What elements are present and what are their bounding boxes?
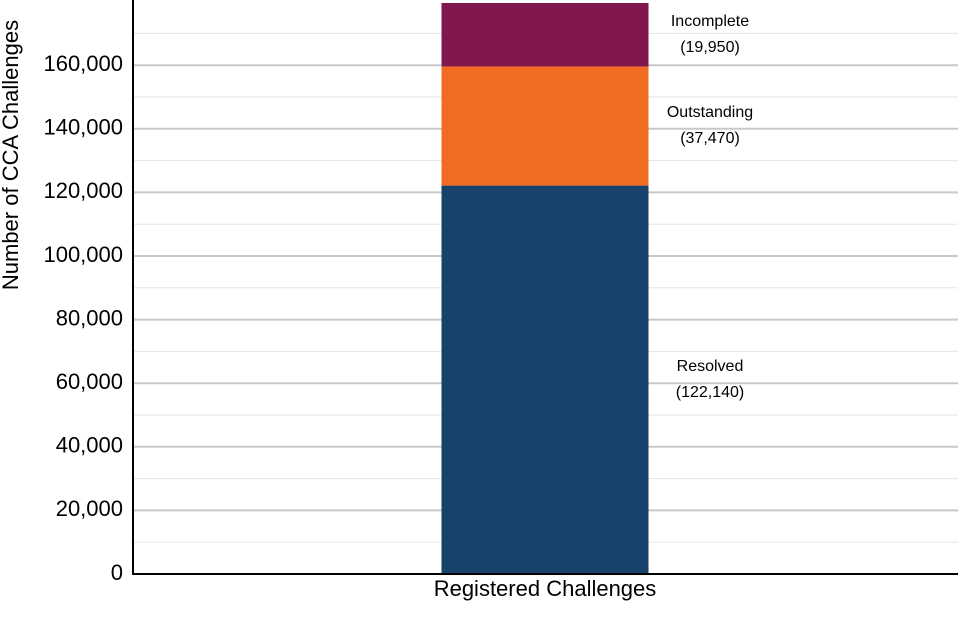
bar-segment [441,66,649,186]
segment-label: Outstanding [667,104,753,121]
x-tick-label: Registered Challenges [434,576,657,601]
y-tick-label: 140,000 [43,115,123,140]
bar-segment [441,185,649,574]
bar-segment [441,3,649,67]
y-tick-label: 80,000 [56,305,123,330]
y-tick-label: 120,000 [43,178,123,203]
y-tick-label: 60,000 [56,369,123,394]
y-tick-label: 0 [111,560,123,585]
segment-label: Incomplete [671,13,749,30]
y-tick-label: 40,000 [56,433,123,458]
y-tick-label: 160,000 [43,51,123,76]
value-label: (122,140) [676,384,745,401]
y-axis-title: Number of CCA Challenges [0,20,23,290]
segment-label: Resolved [677,358,744,375]
value-label: (37,470) [680,130,740,147]
y-tick-label: 20,000 [56,496,123,521]
y-tick-label: 100,000 [43,242,123,267]
value-label: (19,950) [680,39,740,56]
